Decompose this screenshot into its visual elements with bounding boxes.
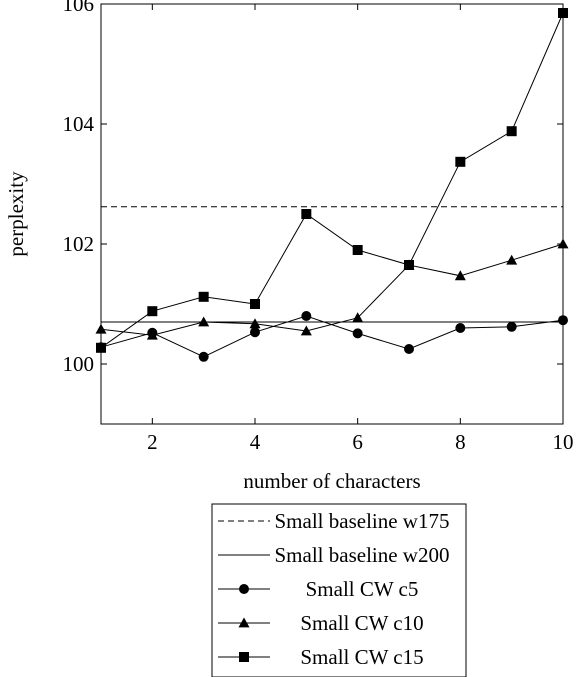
y-tick-label: 104 <box>63 112 95 136</box>
legend-marker <box>239 652 249 662</box>
data-point <box>506 321 517 332</box>
series-line <box>100 243 564 336</box>
legend-label: Small baseline w175 <box>275 509 450 533</box>
legend-marker <box>238 617 250 628</box>
x-tick-label: 2 <box>147 430 158 454</box>
plot-area-frame <box>100 3 564 425</box>
data-point <box>454 270 466 281</box>
x-tick-label: 8 <box>455 430 466 454</box>
series-line <box>100 12 564 349</box>
legend-marker <box>239 584 249 594</box>
data-point <box>301 311 312 321</box>
y-tick-label: 102 <box>63 232 95 256</box>
series-4 <box>96 8 568 353</box>
data-point <box>301 209 312 219</box>
data-point <box>352 328 363 339</box>
legend-label: Small baseline w200 <box>275 543 450 567</box>
data-point <box>198 316 210 327</box>
data-point <box>250 299 260 309</box>
x-axis-label: number of characters <box>243 469 420 493</box>
legend-label: Small CW c10 <box>300 611 423 635</box>
data-point <box>455 323 466 333</box>
x-tick-label: 10 <box>553 430 574 454</box>
legend-item: Small baseline w200 <box>218 543 449 567</box>
data-point <box>352 312 364 323</box>
data-point <box>558 315 568 326</box>
data-point <box>557 238 569 249</box>
data-point <box>95 323 107 334</box>
data-point <box>249 318 261 329</box>
y-tick-label: 106 <box>63 0 95 16</box>
legend-box <box>211 503 467 677</box>
axes: 2 4 6 8 10 100 102 104 106 <box>63 0 574 454</box>
series-3 <box>95 238 569 340</box>
series-2 <box>96 311 568 362</box>
legend-label: Small CW c15 <box>300 645 423 669</box>
data-point <box>198 351 209 362</box>
data-point <box>506 254 518 265</box>
y-axis-label: perplexity <box>4 171 28 257</box>
legend-label: Small CW c5 <box>306 577 419 601</box>
legend-item: Small CW c10 <box>218 611 424 635</box>
y-tick-label: 100 <box>63 352 95 376</box>
x-tick-label: 6 <box>352 430 363 454</box>
legend-item: Small CW c5 <box>218 577 418 601</box>
data-point <box>250 327 260 338</box>
series-layer <box>95 8 569 362</box>
data-point <box>300 325 312 336</box>
legend-item: Small CW c15 <box>218 645 424 669</box>
data-point <box>96 342 106 353</box>
data-point <box>404 260 414 270</box>
data-point <box>506 126 517 137</box>
data-point <box>558 8 568 18</box>
data-point <box>404 344 414 354</box>
data-point <box>198 291 209 302</box>
x-tick-label: 4 <box>250 430 261 454</box>
legend: Small baseline w175 Small baseline w200 Sm… <box>211 503 467 677</box>
data-point <box>147 306 158 317</box>
data-point <box>352 245 363 255</box>
data-point <box>455 156 466 167</box>
data-point <box>146 329 158 340</box>
legend-item: Small baseline w175 <box>218 509 449 533</box>
